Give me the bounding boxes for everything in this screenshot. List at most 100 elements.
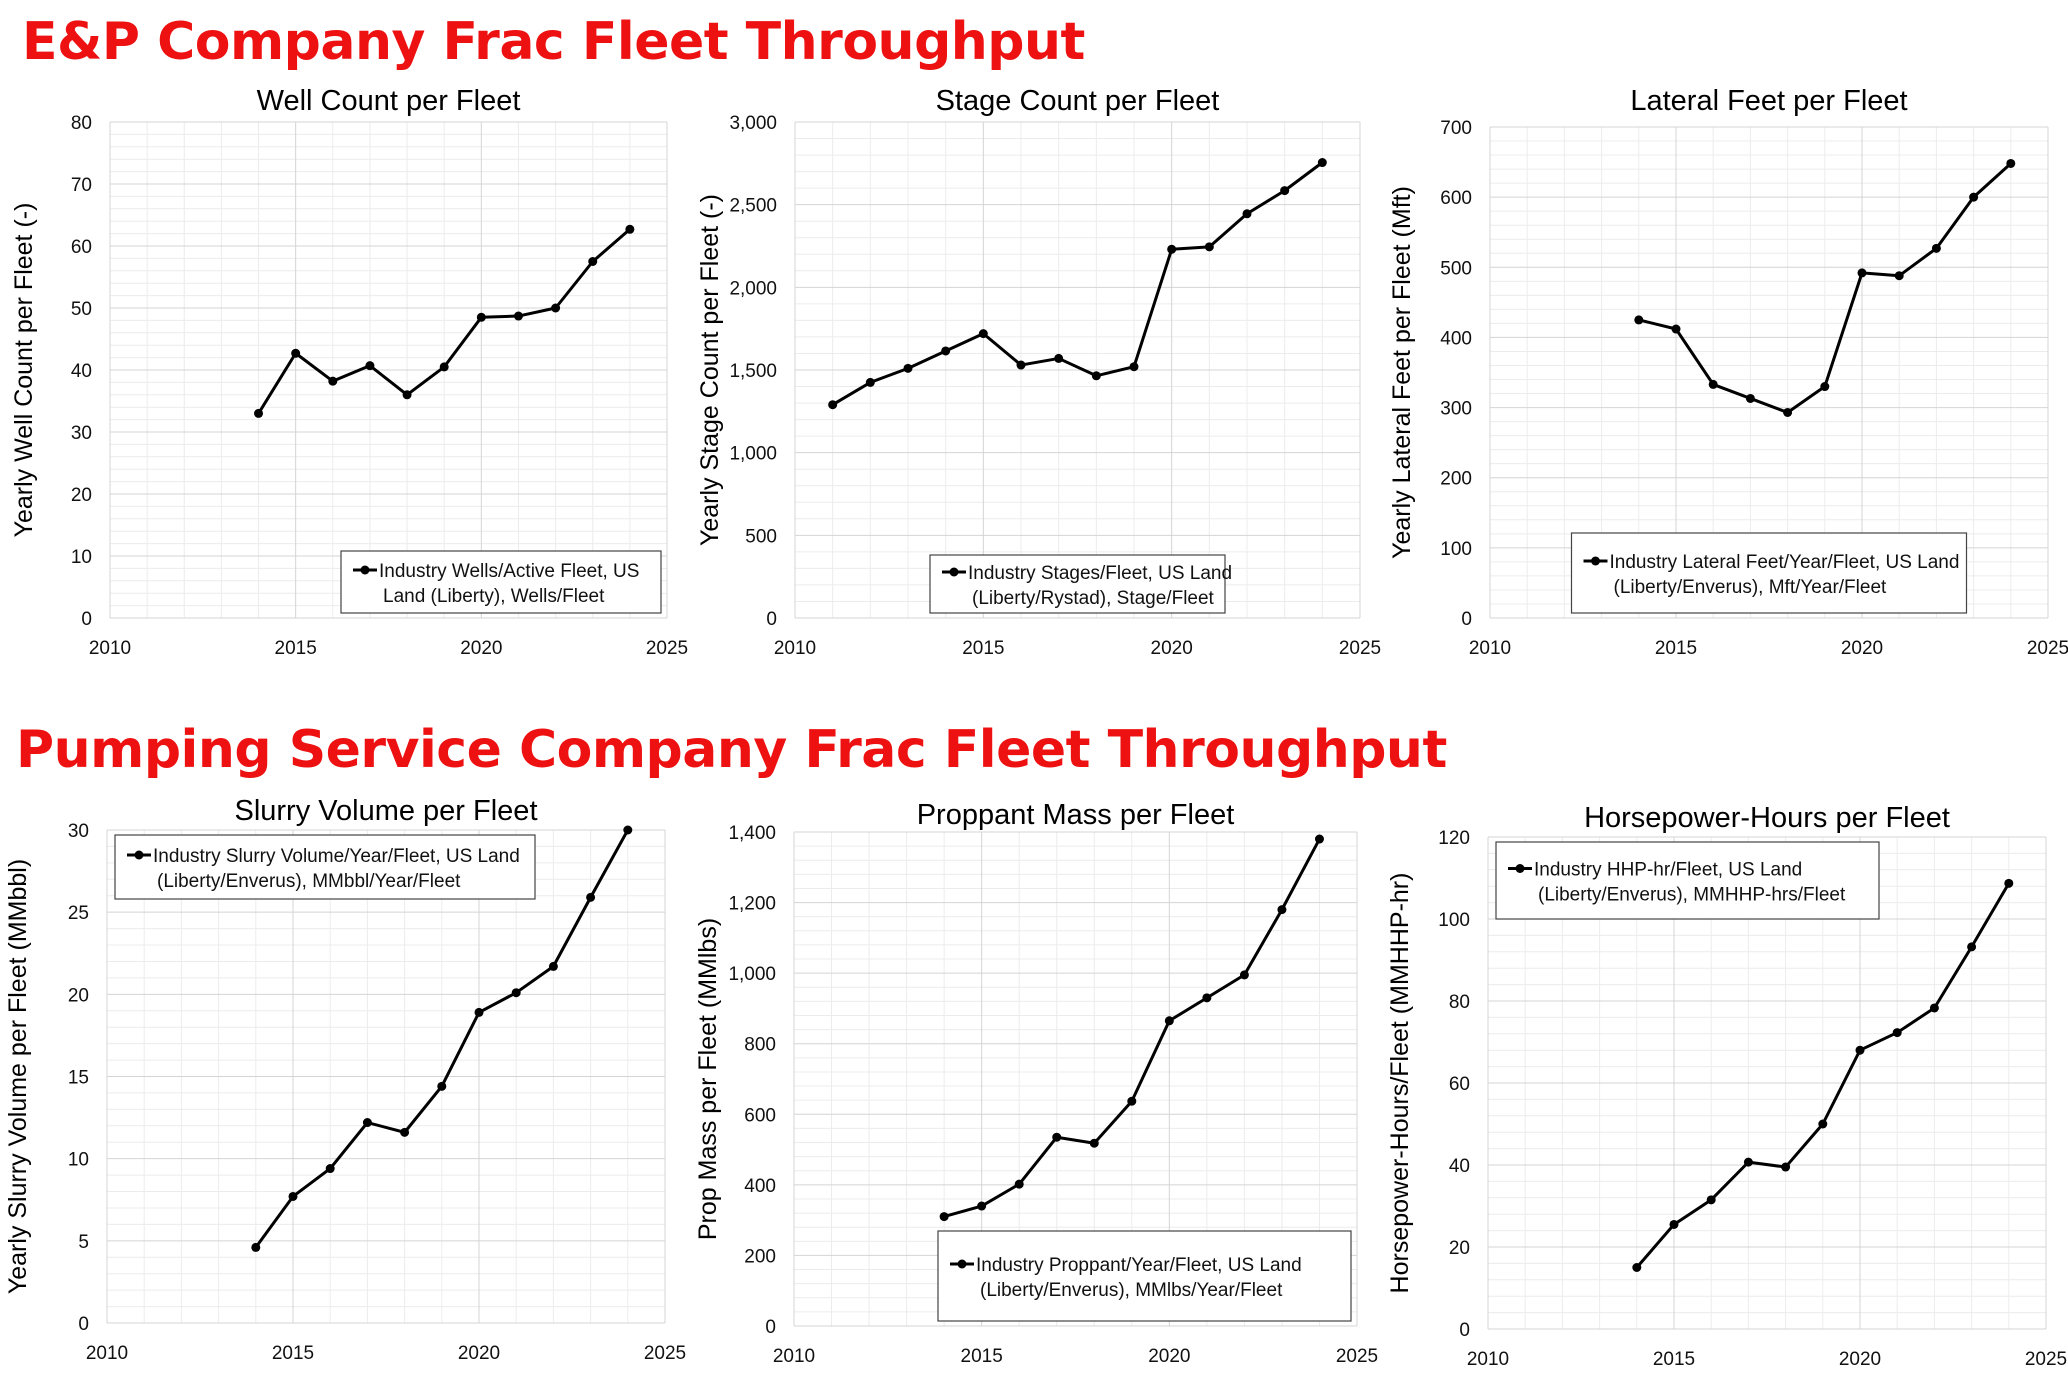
x-tick-label: 2025 <box>1336 1346 1378 1367</box>
legend-marker <box>1591 556 1600 566</box>
legend-text: Industry HHP-hr/Fleet, US Land <box>1534 860 1802 881</box>
data-point <box>941 346 951 356</box>
y-tick-label: 120 <box>1438 828 1470 849</box>
x-tick-label: 2025 <box>2025 1349 2067 1370</box>
chart-title: Proppant Mass per Fleet <box>917 799 1235 831</box>
chart-svg: 2010 2015 2020 2025 0 200 400 600 800 1,000 1,200 1… <box>694 799 1378 1367</box>
y-tick-label: 60 <box>71 237 92 258</box>
data-point <box>1054 353 1064 363</box>
data-point <box>288 1191 298 1201</box>
y-tick-label: 30 <box>68 821 89 842</box>
y-tick-label: 600 <box>1440 188 1472 209</box>
y-tick-label: 0 <box>1459 1320 1470 1341</box>
chart-svg: 2010 2015 2020 2025 0 500 1,000 1,500 2,000 2,500… <box>696 85 1381 659</box>
y-tick-label: 20 <box>1449 1238 1470 1259</box>
y-tick-label: 80 <box>1449 992 1470 1013</box>
data-point <box>548 961 558 971</box>
y-tick-label: 80 <box>71 113 92 134</box>
x-tick-label: 2020 <box>1148 1346 1190 1367</box>
y-tick-label: 5 <box>78 1232 89 1253</box>
y-tick-label: 10 <box>68 1150 89 1171</box>
y-tick-label: 20 <box>71 485 92 506</box>
chart-title: Lateral Feet per Fleet <box>1630 85 1907 117</box>
y-axis-label: Yearly Well Count per Fleet (-) <box>10 203 38 538</box>
x-tick-label: 2010 <box>774 638 816 659</box>
legend-box <box>114 834 536 900</box>
data-point <box>328 376 338 386</box>
chart-horsepower-hours: 2010 2015 2020 2025 0 20 40 60 80 100 120 Horsepowe… <box>1380 780 2068 1380</box>
legend-box <box>1570 532 1968 614</box>
chart-well-count: 2010 2015 2020 2025 0 10 20 30 40 50 60 70 80 Well Co… <box>0 75 690 675</box>
legend-text: (Liberty/Rystad), Stage/Fleet <box>972 588 1215 609</box>
data-point <box>513 311 523 321</box>
data-point <box>511 988 521 998</box>
y-tick-label: 0 <box>765 1317 776 1338</box>
data-point <box>1632 1263 1642 1272</box>
y-tick-label: 2,500 <box>729 196 777 217</box>
y-tick-label: 0 <box>766 609 777 630</box>
x-tick-label: 2015 <box>962 638 1004 659</box>
data-point <box>625 224 635 234</box>
data-point <box>1745 393 1755 403</box>
data-point <box>474 1007 484 1017</box>
legend-marker <box>134 850 144 860</box>
data-point <box>2006 158 2016 168</box>
data-point <box>1969 192 1979 202</box>
y-tick-label: 0 <box>78 1314 89 1335</box>
y-tick-label: 30 <box>71 423 92 444</box>
x-tick-label: 2020 <box>458 1343 500 1364</box>
y-tick-label: 1,000 <box>729 444 777 465</box>
legend: Industry Stages/Fleet, US Land (Liberty/R… <box>929 554 1232 614</box>
x-tick-label: 2020 <box>1841 638 1883 659</box>
y-tick-label: 10 <box>71 547 92 568</box>
data-point <box>1820 382 1830 392</box>
data-point <box>588 257 598 266</box>
data-point <box>1204 242 1214 252</box>
data-point <box>1202 993 1212 1003</box>
chart-title: Stage Count per Fleet <box>936 85 1220 117</box>
y-tick-label: 500 <box>1440 258 1472 279</box>
y-tick-label: 1,500 <box>729 361 777 382</box>
data-point <box>1967 942 1977 952</box>
legend-text: Industry Wells/Active Fleet, US <box>379 561 639 582</box>
data-point <box>325 1164 335 1174</box>
y-axis-label: Prop Mass per Fleet (MMlbs) <box>694 918 722 1240</box>
data-point <box>1634 315 1644 325</box>
data-point <box>551 303 561 313</box>
y-tick-label: 1,200 <box>728 894 776 915</box>
data-point <box>1016 360 1026 370</box>
data-point <box>437 1081 447 1091</box>
y-tick-label: 700 <box>1440 118 1472 139</box>
data-point <box>1931 243 1941 253</box>
data-point <box>978 329 988 339</box>
data-point <box>1314 834 1324 844</box>
data-point <box>476 312 486 322</box>
x-tick-label: 2010 <box>1467 1349 1509 1370</box>
legend-marker <box>360 565 370 575</box>
data-point <box>1783 407 1793 417</box>
legend-marker <box>957 1259 967 1269</box>
chart-title: Horsepower-Hours per Fleet <box>1584 802 1950 834</box>
legend-marker <box>949 567 959 577</box>
legend-box <box>1495 841 1880 920</box>
data-point <box>1091 371 1101 381</box>
data-point <box>400 1127 410 1137</box>
data-point <box>1317 158 1327 168</box>
y-tick-label: 200 <box>1440 469 1472 490</box>
x-tick-label: 2010 <box>1469 638 1511 659</box>
data-point <box>1242 209 1252 219</box>
y-tick-label: 1,400 <box>728 823 776 844</box>
data-point <box>251 1242 261 1252</box>
data-point <box>939 1212 949 1222</box>
data-point <box>1167 244 1177 254</box>
data-point <box>1164 1016 1174 1026</box>
data-point <box>439 362 449 372</box>
chart-title: Well Count per Fleet <box>257 85 521 117</box>
x-tick-label: 2020 <box>1151 638 1193 659</box>
y-tick-label: 600 <box>744 1105 776 1126</box>
x-tick-label: 2010 <box>86 1343 128 1364</box>
y-tick-label: 400 <box>744 1176 776 1197</box>
section-title-pumping: Pumping Service Company Frac Fleet Throu… <box>16 720 1447 780</box>
chart-proppant-mass: 2010 2015 2020 2025 0 200 400 600 800 1,000 1,200 1… <box>690 780 1380 1380</box>
